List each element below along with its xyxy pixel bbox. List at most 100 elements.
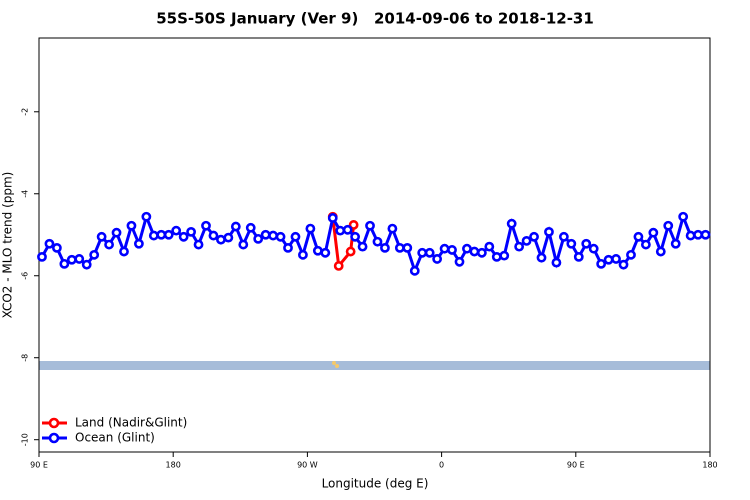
- y-tick-label: -8: [21, 354, 30, 362]
- data-point: [499, 250, 510, 261]
- data-point: [476, 247, 487, 258]
- data-point: [648, 227, 659, 238]
- data-point: [342, 224, 353, 235]
- data-point: [51, 242, 62, 253]
- data-point: [89, 249, 100, 260]
- data-point: [178, 231, 189, 242]
- data-point: [74, 254, 85, 264]
- legend-label: Ocean (Glint): [75, 431, 155, 445]
- data-point: [111, 227, 122, 238]
- data-point: [409, 265, 420, 276]
- data-point: [141, 211, 152, 222]
- data-point: [193, 239, 204, 250]
- data-point: [253, 233, 264, 244]
- data-point: [402, 242, 413, 253]
- data-point: [536, 252, 547, 263]
- data-point: [417, 247, 428, 258]
- data-point: [380, 242, 390, 253]
- data-point: [66, 254, 77, 265]
- data-point: [439, 243, 450, 254]
- data-point: [230, 221, 241, 232]
- data-point: [238, 239, 249, 250]
- y-tick-label: -6: [21, 272, 30, 280]
- data-point: [506, 218, 517, 229]
- data-point: [424, 247, 435, 258]
- data-point: [387, 223, 398, 234]
- data-point: [163, 229, 174, 240]
- data-point: [96, 231, 107, 242]
- data-point: [633, 231, 644, 242]
- data-point: [454, 256, 465, 267]
- data-point: [603, 254, 614, 265]
- data-point: [685, 230, 696, 241]
- data-point: [357, 241, 368, 252]
- x-tick-label: 90 W: [297, 461, 318, 470]
- y-tick-label: -4: [21, 190, 30, 198]
- data-point: [81, 259, 92, 270]
- data-point: [588, 243, 599, 254]
- data-point: [693, 229, 703, 240]
- data-point: [201, 220, 211, 231]
- data-point: [484, 241, 495, 252]
- data-point: [333, 261, 344, 271]
- data-point: [245, 222, 256, 233]
- data-point: [611, 254, 621, 264]
- data-point: [223, 232, 234, 243]
- chart-title: 55S-50S January (Ver 9) 2014-09-06 to 20…: [156, 10, 594, 28]
- data-point: [670, 238, 681, 249]
- x-tick-label: 90 E: [30, 461, 48, 470]
- data-point: [283, 242, 293, 253]
- data-point: [432, 254, 443, 264]
- data-point: [298, 249, 308, 260]
- x-axis-label: Longitude (deg E): [322, 477, 429, 491]
- data-point: [394, 242, 405, 253]
- data-point: [208, 230, 219, 241]
- data-point: [312, 245, 323, 256]
- x-tick-label: 90 E: [567, 461, 585, 470]
- data-point: [655, 246, 666, 257]
- data-point: [134, 238, 144, 249]
- decor-dot: [332, 361, 336, 365]
- data-point: [37, 251, 47, 262]
- data-point: [348, 220, 359, 230]
- data-point: [663, 220, 674, 231]
- y-tick-label: -10: [21, 433, 30, 446]
- data-point: [678, 211, 689, 222]
- data-point: [462, 243, 472, 254]
- data-point: [618, 259, 629, 270]
- legend-marker: [48, 432, 60, 444]
- data-point: [104, 239, 114, 250]
- data-point: [268, 230, 279, 241]
- data-point: [290, 231, 301, 242]
- data-point: [171, 225, 182, 236]
- data-point: [700, 229, 711, 240]
- data-point: [260, 229, 271, 240]
- data-point: [216, 234, 226, 245]
- data-point: [469, 246, 480, 257]
- data-point: [156, 229, 167, 240]
- data-point: [447, 245, 457, 255]
- y-tick-label: -2: [21, 108, 30, 116]
- x-tick-label: 180: [166, 461, 181, 470]
- data-point: [305, 223, 316, 234]
- legend-label: Land (Nadir&Glint): [75, 416, 187, 430]
- data-point: [573, 251, 584, 262]
- data-point: [126, 220, 137, 231]
- x-tick-label: 180: [702, 461, 717, 470]
- data-point: [558, 231, 569, 242]
- legend-marker: [48, 417, 60, 429]
- data-point: [596, 258, 607, 269]
- data-point: [551, 257, 562, 268]
- data-point: [335, 225, 346, 236]
- data-point: [372, 236, 383, 247]
- data-point: [44, 238, 55, 249]
- x-tick-label: 0: [439, 461, 444, 470]
- data-point: [521, 236, 532, 246]
- data-point: [320, 247, 331, 258]
- data-point: [640, 239, 651, 250]
- y-axis-label: XCO2 - MLO trend (ppm): [1, 172, 15, 319]
- data-point: [345, 246, 356, 257]
- data-point: [491, 251, 502, 262]
- data-point: [581, 238, 592, 249]
